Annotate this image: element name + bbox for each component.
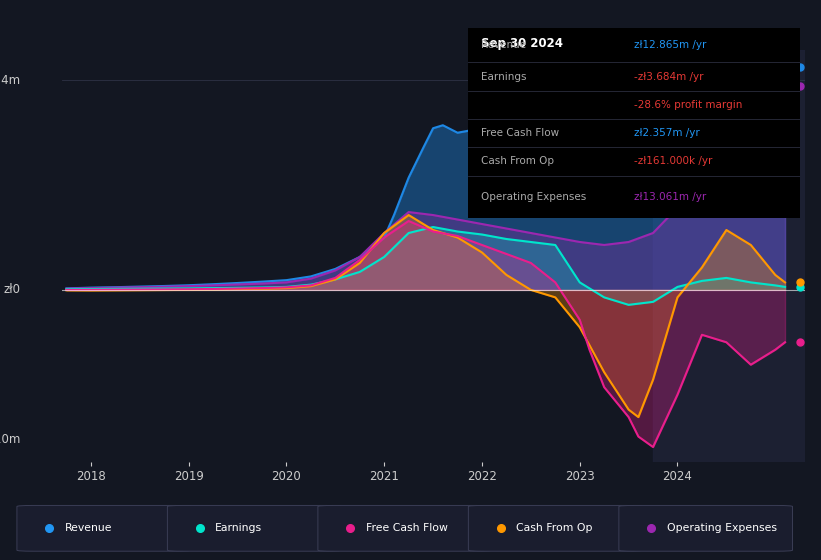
Text: Sep 30 2024: Sep 30 2024 [481,36,563,50]
Text: -zł161.000k /yr: -zł161.000k /yr [635,156,713,166]
Text: Free Cash Flow: Free Cash Flow [365,523,447,533]
FancyBboxPatch shape [17,506,190,551]
Text: -28.6% profit margin: -28.6% profit margin [635,100,743,110]
Text: zł0: zł0 [4,283,21,296]
FancyBboxPatch shape [318,506,492,551]
Text: Revenue: Revenue [65,523,112,533]
Bar [653,50,805,462]
Text: -zł10m: -zł10m [0,433,21,446]
Text: Operating Expenses: Operating Expenses [481,192,586,202]
Text: zł14m: zł14m [0,74,21,87]
Text: Free Cash Flow: Free Cash Flow [481,128,559,138]
Text: Operating Expenses: Operating Expenses [667,523,777,533]
FancyBboxPatch shape [468,506,642,551]
Text: zł12.865m /yr: zł12.865m /yr [635,40,707,50]
Text: Earnings: Earnings [481,72,527,82]
Text: zł2.357m /yr: zł2.357m /yr [635,128,700,138]
Text: zł13.061m /yr: zł13.061m /yr [635,192,707,202]
Text: Earnings: Earnings [215,523,263,533]
Text: Cash From Op: Cash From Op [481,156,554,166]
FancyBboxPatch shape [619,506,792,551]
Text: Cash From Op: Cash From Op [516,523,593,533]
Text: Revenue: Revenue [481,40,526,50]
FancyBboxPatch shape [167,506,341,551]
Text: -zł3.684m /yr: -zł3.684m /yr [635,72,704,82]
